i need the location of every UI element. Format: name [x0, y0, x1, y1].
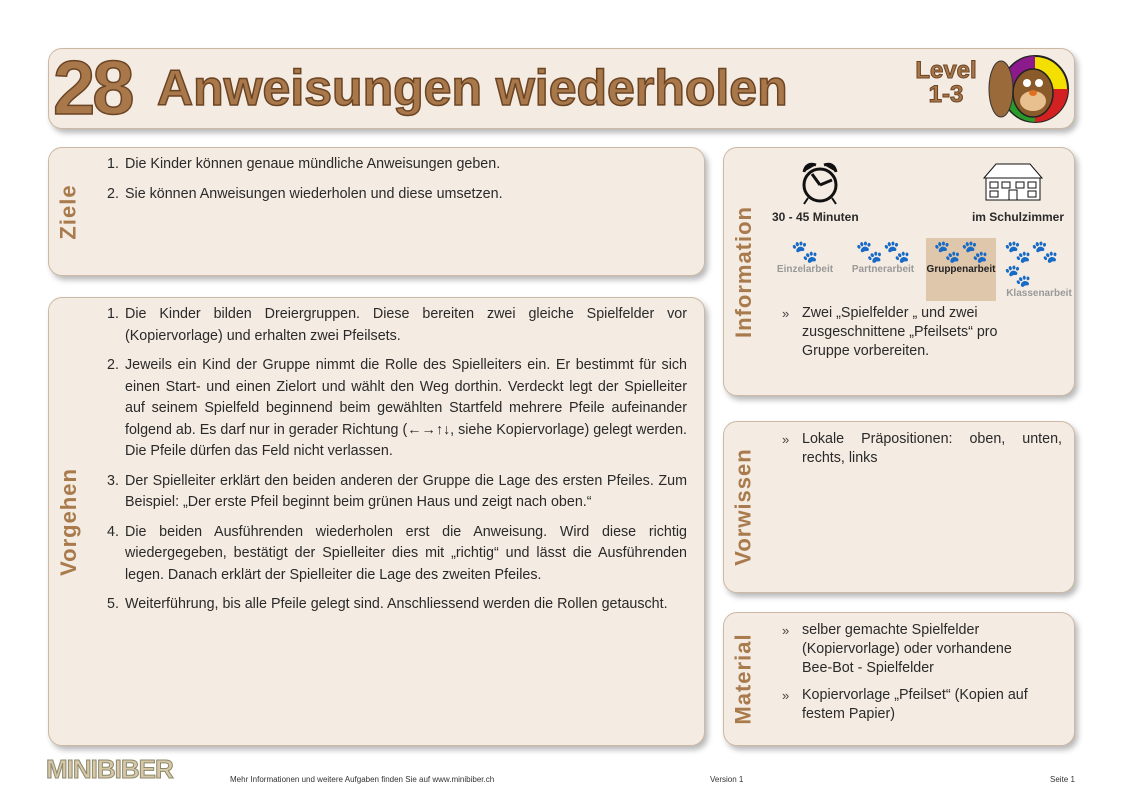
list-item: Kopiervorlage „Pfeilset“ (Kopien auf fes… [782, 686, 1032, 724]
section-label: Information [731, 205, 756, 338]
title-banner: 28 Anweisungen wiederholen Level 1-3 [48, 45, 1075, 132]
level-range: 1-3 [928, 81, 964, 108]
work-mode-gruppenarbeit: 🐾🐾 Gruppenarbeit [926, 238, 996, 301]
minibiber-logo: MINIBIBER [46, 754, 175, 785]
list-item: selber gemachte Spielfelder (Kopiervorla… [782, 621, 1032, 678]
list-item: Zwei „Spielfelder „ und zwei zusgeschnit… [782, 304, 1022, 361]
duration: 30 - 45 Minuten [772, 210, 859, 224]
list-item: 4. Die beiden Ausführenden wiederholen er… [107, 523, 687, 583]
alarm-clock-icon [802, 162, 838, 205]
beaver-class-icon: 🐾🐾🐾 [1004, 239, 1059, 288]
work-mode-klassenarbeit: 🐾🐾🐾 Klassenarbeit [1004, 238, 1074, 301]
list-item: 1. Die Kinder bilden Dreiergruppen. Diese… [107, 306, 687, 344]
work-mode-einzelarbeit: 🐾 Einzelarbeit [776, 239, 834, 276]
footer-info: Mehr Informationen und weitere Aufgaben … [230, 775, 495, 784]
section-label: Vorgehen [56, 467, 82, 576]
footer-page: Seite 1 [1050, 775, 1075, 784]
beaver-group-icon: 🐾🐾 [933, 239, 989, 264]
location: im Schulzimmer [971, 210, 1064, 224]
ziele-section: Ziele 1. Die Kinder können genaue mündlic… [48, 147, 705, 276]
list-item: 5. Weiterführung, bis alle Pfeile gelegt … [107, 596, 668, 612]
level-badge: Level 1-3 [911, 57, 981, 108]
level-label: Level [915, 57, 977, 84]
beaver-pair-icon: 🐾🐾 [855, 239, 911, 264]
vorwissen-section: Vorwissen Lokale Präpositionen: oben, un… [723, 421, 1075, 593]
information-section: Information 30 - 45 Minuten im Schulzimm… [723, 147, 1075, 396]
list-item: 2. Jeweils ein Kind der Gruppe nimmt die … [107, 357, 687, 459]
list-item: Lokale Präpositionen: oben, unten, recht… [782, 430, 1062, 468]
list-item: 2. Sie können Anweisungen wiederholen und… [107, 185, 503, 202]
lesson-number: 28 [52, 45, 135, 132]
section-label: Ziele [56, 183, 82, 240]
footer-version: Version 1 [710, 775, 744, 784]
vorgehen-section: Vorgehen 1. Die Kinder bilden Dreiergrupp… [48, 297, 705, 746]
list-item: 1. Die Kinder können genaue mündliche Anw… [107, 156, 501, 172]
section-label: Material [731, 633, 756, 725]
list-item: 3. Der Spielleiter erklärt den beiden and… [107, 472, 687, 511]
beaver-mascot-icon [988, 55, 1069, 123]
beaver-icon: 🐾 [791, 239, 819, 264]
work-mode-selector: 🐾 Einzelarbeit 🐾🐾 Partnerarbeit 🐾🐾 Gruppena… [770, 238, 1074, 301]
section-label: Vorwissen [731, 448, 757, 566]
school-building-icon [982, 163, 1044, 201]
page-title: Anweisungen wiederholen [156, 59, 788, 117]
work-mode-partnerarbeit: 🐾🐾 Partnerarbeit [851, 239, 915, 276]
material-section: Material selber gemachte Spielfelder (Ko… [723, 612, 1075, 746]
